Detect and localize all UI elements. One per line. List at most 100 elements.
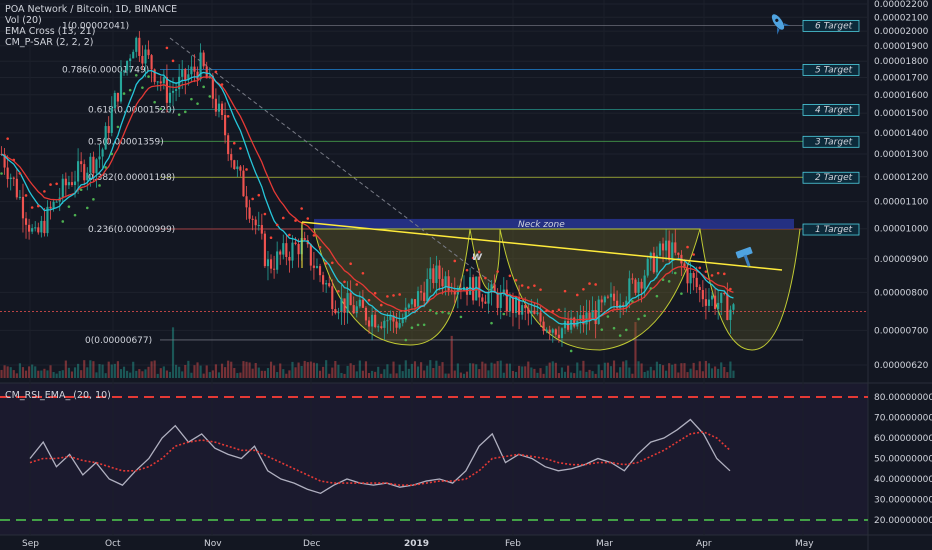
candle-body <box>398 323 401 328</box>
candle-body <box>668 240 671 260</box>
time-tick-label: Sep <box>22 539 39 549</box>
candle-body <box>441 278 444 287</box>
volume-bar <box>401 371 404 378</box>
candle-body <box>704 299 707 306</box>
volume-bar <box>640 363 643 378</box>
fib-level-label: 0.618(0.00001520) <box>88 105 175 115</box>
candle-body <box>318 266 322 276</box>
candle-body <box>113 92 116 109</box>
volume-bar <box>80 370 83 378</box>
volume-bar <box>64 360 67 378</box>
candle-body <box>640 281 643 289</box>
candle-body <box>426 279 429 301</box>
psar-dot <box>147 75 150 78</box>
candle-body <box>695 277 698 288</box>
psar-dot <box>134 74 138 77</box>
psar-dot <box>386 295 389 298</box>
volume-bar <box>15 373 18 378</box>
volume-bar <box>668 363 671 378</box>
volume-bar <box>652 370 655 378</box>
volume-bar <box>429 360 432 378</box>
indicator-psar[interactable]: CM_P-SAR (2, 2, 2) <box>5 37 94 48</box>
psar-dot <box>545 309 548 313</box>
target-box <box>802 19 860 32</box>
fib-level-label: 0.382(0.00001198) <box>88 173 175 183</box>
volume-bar <box>600 370 603 378</box>
candle-body <box>631 278 634 280</box>
volume-bar <box>83 360 86 378</box>
psar-dot <box>269 236 273 240</box>
volume-bar <box>658 364 662 378</box>
indicator-ema-cross[interactable]: EMA Cross (13, 21) <box>5 26 96 37</box>
volume-bar <box>539 368 542 378</box>
psar-dot <box>729 287 732 291</box>
candle-body <box>395 321 398 328</box>
volume-bar <box>717 368 720 378</box>
price-tick-label: 0.00001700 <box>874 73 929 83</box>
psar-dot <box>667 280 671 283</box>
candle-body <box>73 181 77 186</box>
psar-dot <box>490 321 493 325</box>
target-box <box>802 223 860 236</box>
candle-body <box>337 312 340 314</box>
volume-bar <box>371 370 374 378</box>
price-tick-label: 0.00001000 <box>874 225 929 235</box>
psar-dot <box>471 256 475 260</box>
candle-body <box>322 275 325 285</box>
volume-bar <box>58 371 61 378</box>
candle-body <box>521 305 524 315</box>
psar-dot <box>692 253 695 256</box>
psar-dot <box>453 259 457 263</box>
volume-bar <box>337 364 340 378</box>
symbol-title[interactable]: POA Network / Bitcoin, 1D, BINANCE <box>5 4 178 15</box>
candle-body <box>28 224 31 232</box>
volume-bar <box>689 368 692 378</box>
rsi-legend[interactable]: CM_RSI_EMA_ (20, 10) <box>5 390 111 401</box>
volume-bar <box>478 369 481 378</box>
volume-bar <box>181 371 184 378</box>
candle-body <box>726 293 729 320</box>
rocket-window <box>775 18 779 22</box>
candle-body <box>606 296 609 298</box>
volume-bar <box>159 368 162 378</box>
candle-body <box>447 276 450 291</box>
psar-dot <box>594 283 597 286</box>
candle-body <box>211 75 214 99</box>
rsi-tick-label: 80.00000000 <box>874 393 932 403</box>
candle-body <box>187 74 190 81</box>
psar-dot <box>55 182 58 186</box>
candle-body <box>374 314 377 328</box>
psar-dot <box>637 317 640 321</box>
volume-bar <box>358 360 361 378</box>
volume-bar <box>24 370 28 378</box>
candle-body <box>315 266 319 268</box>
psar-dot <box>618 334 622 337</box>
psar-dot <box>245 168 248 171</box>
volume-bar <box>34 366 37 378</box>
volume-bar <box>306 362 309 378</box>
psar-dot <box>30 206 34 209</box>
psar-dot <box>294 219 297 222</box>
candle-body <box>205 66 208 79</box>
psar-dot <box>251 197 254 201</box>
candle-body <box>732 304 735 310</box>
rsi-tick-label: 30.00000000 <box>874 496 932 506</box>
psar-dot <box>36 204 40 208</box>
volume-bar <box>701 371 704 378</box>
candle-body <box>361 299 364 308</box>
volume-bar <box>297 362 300 378</box>
psar-dot <box>539 288 542 291</box>
candle-body <box>214 98 217 112</box>
volume-bar <box>349 363 352 378</box>
candle-body <box>416 291 420 307</box>
volume-bar <box>493 363 496 378</box>
candle-body <box>545 329 548 332</box>
candle-body <box>597 299 600 325</box>
fib-trend-dashed-line <box>169 37 496 286</box>
indicator-volume[interactable]: Vol (20) <box>5 15 42 26</box>
volume-bar <box>527 361 530 378</box>
volume-bar <box>432 368 435 378</box>
volume-bar <box>508 363 511 378</box>
psar-dot <box>588 282 591 285</box>
